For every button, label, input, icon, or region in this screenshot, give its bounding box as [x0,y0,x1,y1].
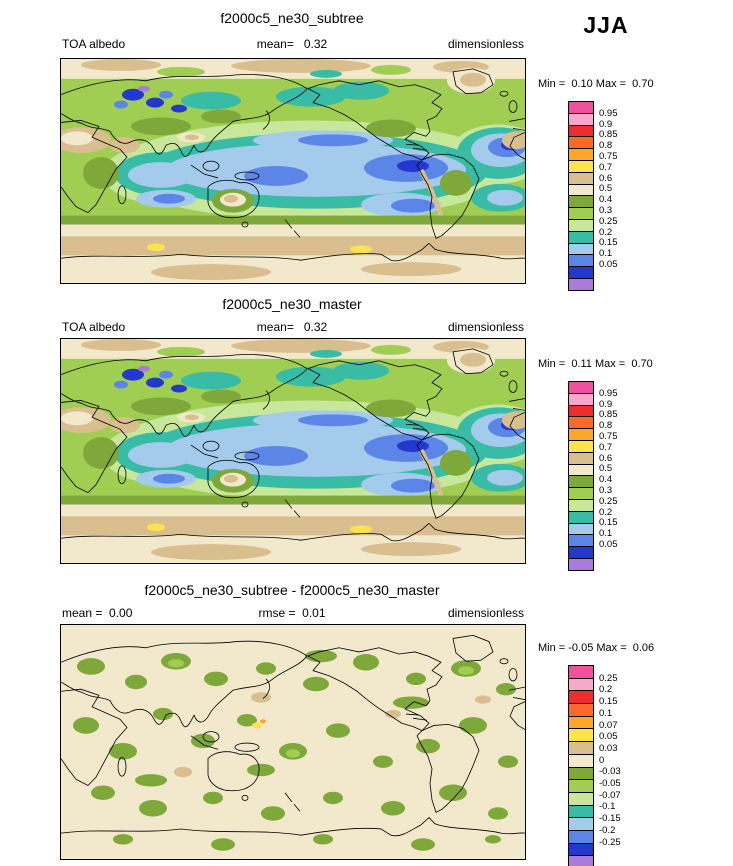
legend-tick-label: 0.9 [599,118,613,130]
legend-tick-label: 0.85 [599,129,618,141]
panel2-units-label: dimensionless [447,320,524,334]
panel1-units-label: dimensionless [447,37,524,51]
panel3-minmax-label: Min = -0.05 Max = 0.06 [538,642,655,654]
legend-swatch [568,715,594,730]
legend-tick-label: 0.2 [599,684,613,696]
legend-swatch [568,741,594,755]
legend-tick-label: -0.03 [599,766,621,778]
legend-tick-label: 0.15 [599,696,618,708]
panel3-title: f2000c5_ne30_subtree - f2000c5_ne30_mast… [144,582,440,598]
panel1-variable-label: TOA albedo [62,37,126,51]
legend-swatch [568,665,594,679]
legend-tick-label: -0.05 [599,778,621,789]
legend-swatch [568,817,594,831]
legend-tick-label: 0.75 [599,431,618,442]
legend-tick-label: 0.05 [599,731,618,743]
panel1-colorbar-legend: 0.95 0.9 0.85 0.8 0.75 0.7 0.6 0.5 0.4 0.3 0.25 0.2… [568,101,632,291]
legend-tick-label: -0.1 [599,801,616,813]
legend-tick-label: 0.3 [599,205,613,216]
legend-tick-label: 0.85 [599,409,618,421]
legend-tick-label: 0.4 [599,474,613,486]
panel2-minmax-label: Min = 0.11 Max = 0.70 [538,358,653,370]
legend-swatch [568,829,594,844]
panel3-colorbar-legend: 0.25 0.2 0.15 0.1 0.07 0.05 0.03 0 -0.03 -0.05 -0.… [568,665,632,866]
legend-tick-label: 0.03 [599,742,618,754]
legend-tick-label: 0.15 [599,237,618,249]
panel1-title: f2000c5_ne30_subtree [220,10,364,26]
legend-swatch [568,804,594,819]
filled-contours [61,339,525,563]
legend-tick-label: 0.25 [599,215,618,227]
albedo-map-svg [61,59,525,283]
filled-contours [61,625,525,859]
legend-tick-label: 0.75 [599,151,618,162]
legend-swatch [568,842,594,857]
legend-tick-label: 0.8 [599,140,613,152]
legend-swatch [568,753,594,768]
legend-swatch [568,557,594,571]
legend-tick-label: 0.6 [599,172,613,184]
legend-tick-label: 0.4 [599,194,613,206]
season-label: JJA [583,12,629,38]
panel3-mean-label: mean = 0.00 [62,606,133,620]
panel3-rmse-label: rmse = 0.01 [258,606,326,620]
legend-swatch [568,766,594,781]
panel1-header: TOA albedo mean= 0.32 dimensionless [60,37,524,52]
legend-tick-label: -0.15 [599,813,621,825]
legend-swatch [568,277,594,291]
legend-tick-label: 0.5 [599,463,613,475]
legend-swatch [568,779,594,793]
coastlines [61,68,525,262]
panel1-mean-label: mean= 0.32 [256,37,328,51]
coastlines [61,348,525,542]
legend-tick-label: 0.05 [599,259,618,270]
legend-swatch [568,728,594,743]
legend-swatch [568,791,594,806]
panel3-header: mean = 0.00 rmse = 0.01 dimensionless [60,606,524,621]
coastlines [61,634,525,837]
panel2-mean-label: mean= 0.32 [256,320,328,334]
legend-tick-label: 0.6 [599,452,613,464]
legend-tick-label: 0.5 [599,183,613,195]
legend-tick-label: 0.95 [599,387,618,399]
legend-tick-label: 0.1 [599,528,613,540]
legend-tick-label: 0.07 [599,719,618,731]
legend-tick-label: 0 [599,754,605,766]
legend-tick-label: 0.1 [599,707,613,719]
legend-tick-label: 0.95 [599,107,618,119]
panel3-map-plot [60,624,526,860]
panel2-header: TOA albedo mean= 0.32 dimensionless [60,320,524,335]
legend-tick-label: 0.3 [599,485,613,496]
panel3-units-label: dimensionless [447,606,524,620]
panel2-colorbar-legend: 0.95 0.9 0.85 0.8 0.75 0.7 0.6 0.5 0.4 0.3 0.25 0.2… [568,381,632,571]
panel2-map-plot [60,338,526,564]
legend-tick-label: 0.25 [599,672,618,684]
legend-tick-label: 0.7 [599,161,613,173]
legend-tick-label: 0.05 [599,539,618,550]
legend-tick-label: 0.8 [599,420,613,432]
legend-tick-label: 0.9 [599,398,613,410]
panel1-map-plot [60,58,526,284]
legend-swatch [568,677,594,692]
legend-tick-label: 0.15 [599,517,618,529]
panel2-title: f2000c5_ne30_master [222,296,362,312]
legend-swatch [568,690,594,705]
panel2-variable-label: TOA albedo [62,320,126,334]
difference-map-svg [61,625,525,859]
legend-swatch [568,703,594,717]
albedo-map-svg [61,339,525,563]
legend-tick-label: 0.25 [599,495,618,507]
legend-tick-label: -0.2 [599,824,616,836]
legend-tick-label: -0.25 [599,836,621,848]
legend-tick-label: 0.7 [599,441,613,453]
legend-swatch [568,855,594,866]
legend-tick-label: -0.07 [599,789,621,801]
filled-contours [61,59,525,283]
legend-tick-label: 0.2 [599,506,613,518]
legend-tick-label: 0.1 [599,248,613,260]
legend-tick-label: 0.2 [599,226,613,238]
panel1-minmax-label: Min = 0.10 Max = 0.70 [538,78,654,90]
